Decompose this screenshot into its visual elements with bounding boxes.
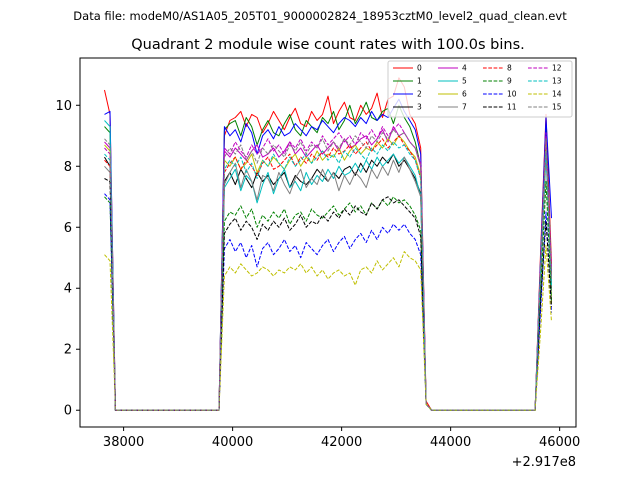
legend-label-9: 9 xyxy=(507,77,512,86)
legend-label-14: 14 xyxy=(552,90,562,99)
legend-frame xyxy=(387,60,573,118)
legend-label-4: 4 xyxy=(462,64,467,73)
legend-label-3: 3 xyxy=(417,103,422,112)
x-tick-label: 42000 xyxy=(321,435,362,450)
series-line-15 xyxy=(104,129,552,411)
legend-label-10: 10 xyxy=(507,90,517,99)
y-tick-label: 10 xyxy=(55,99,72,114)
legend-label-12: 12 xyxy=(552,64,562,73)
y-axis: 0 2 4 6 8 10 xyxy=(55,99,80,419)
legend-label-8: 8 xyxy=(507,64,512,73)
x-offset-text: +2.917e8 xyxy=(512,455,576,470)
series-layer xyxy=(104,77,552,411)
y-tick-label: 8 xyxy=(64,160,72,175)
x-axis: 38000 40000 42000 44000 46000 xyxy=(103,427,580,450)
x-tick-label: 38000 xyxy=(103,435,144,450)
series-line-12 xyxy=(104,123,552,411)
x-tick-label: 44000 xyxy=(430,435,471,450)
y-tick-label: 0 xyxy=(64,404,72,419)
legend-label-7: 7 xyxy=(462,103,467,112)
legend-label-2: 2 xyxy=(417,90,422,99)
data-file-label: Data file: modeM0/AS1A05_205T01_90000028… xyxy=(73,9,567,23)
legend-label-13: 13 xyxy=(552,77,562,86)
axes-frame xyxy=(79,57,577,428)
legend-label-0: 0 xyxy=(417,64,422,73)
legend-label-6: 6 xyxy=(462,90,467,99)
series-line-9 xyxy=(104,181,552,411)
legend-label-11: 11 xyxy=(507,103,517,112)
x-tick-label: 40000 xyxy=(212,435,253,450)
plot-area xyxy=(79,57,577,428)
y-tick-label: 2 xyxy=(64,343,72,358)
legend-label-5: 5 xyxy=(462,77,467,86)
legend-label-15: 15 xyxy=(552,103,562,112)
legend-label-1: 1 xyxy=(417,77,422,86)
y-tick-label: 4 xyxy=(64,282,72,297)
y-tick-label: 6 xyxy=(64,221,72,236)
x-tick-label: 46000 xyxy=(539,435,580,450)
chart-title: Quadrant 2 module wise count rates with … xyxy=(131,37,525,53)
